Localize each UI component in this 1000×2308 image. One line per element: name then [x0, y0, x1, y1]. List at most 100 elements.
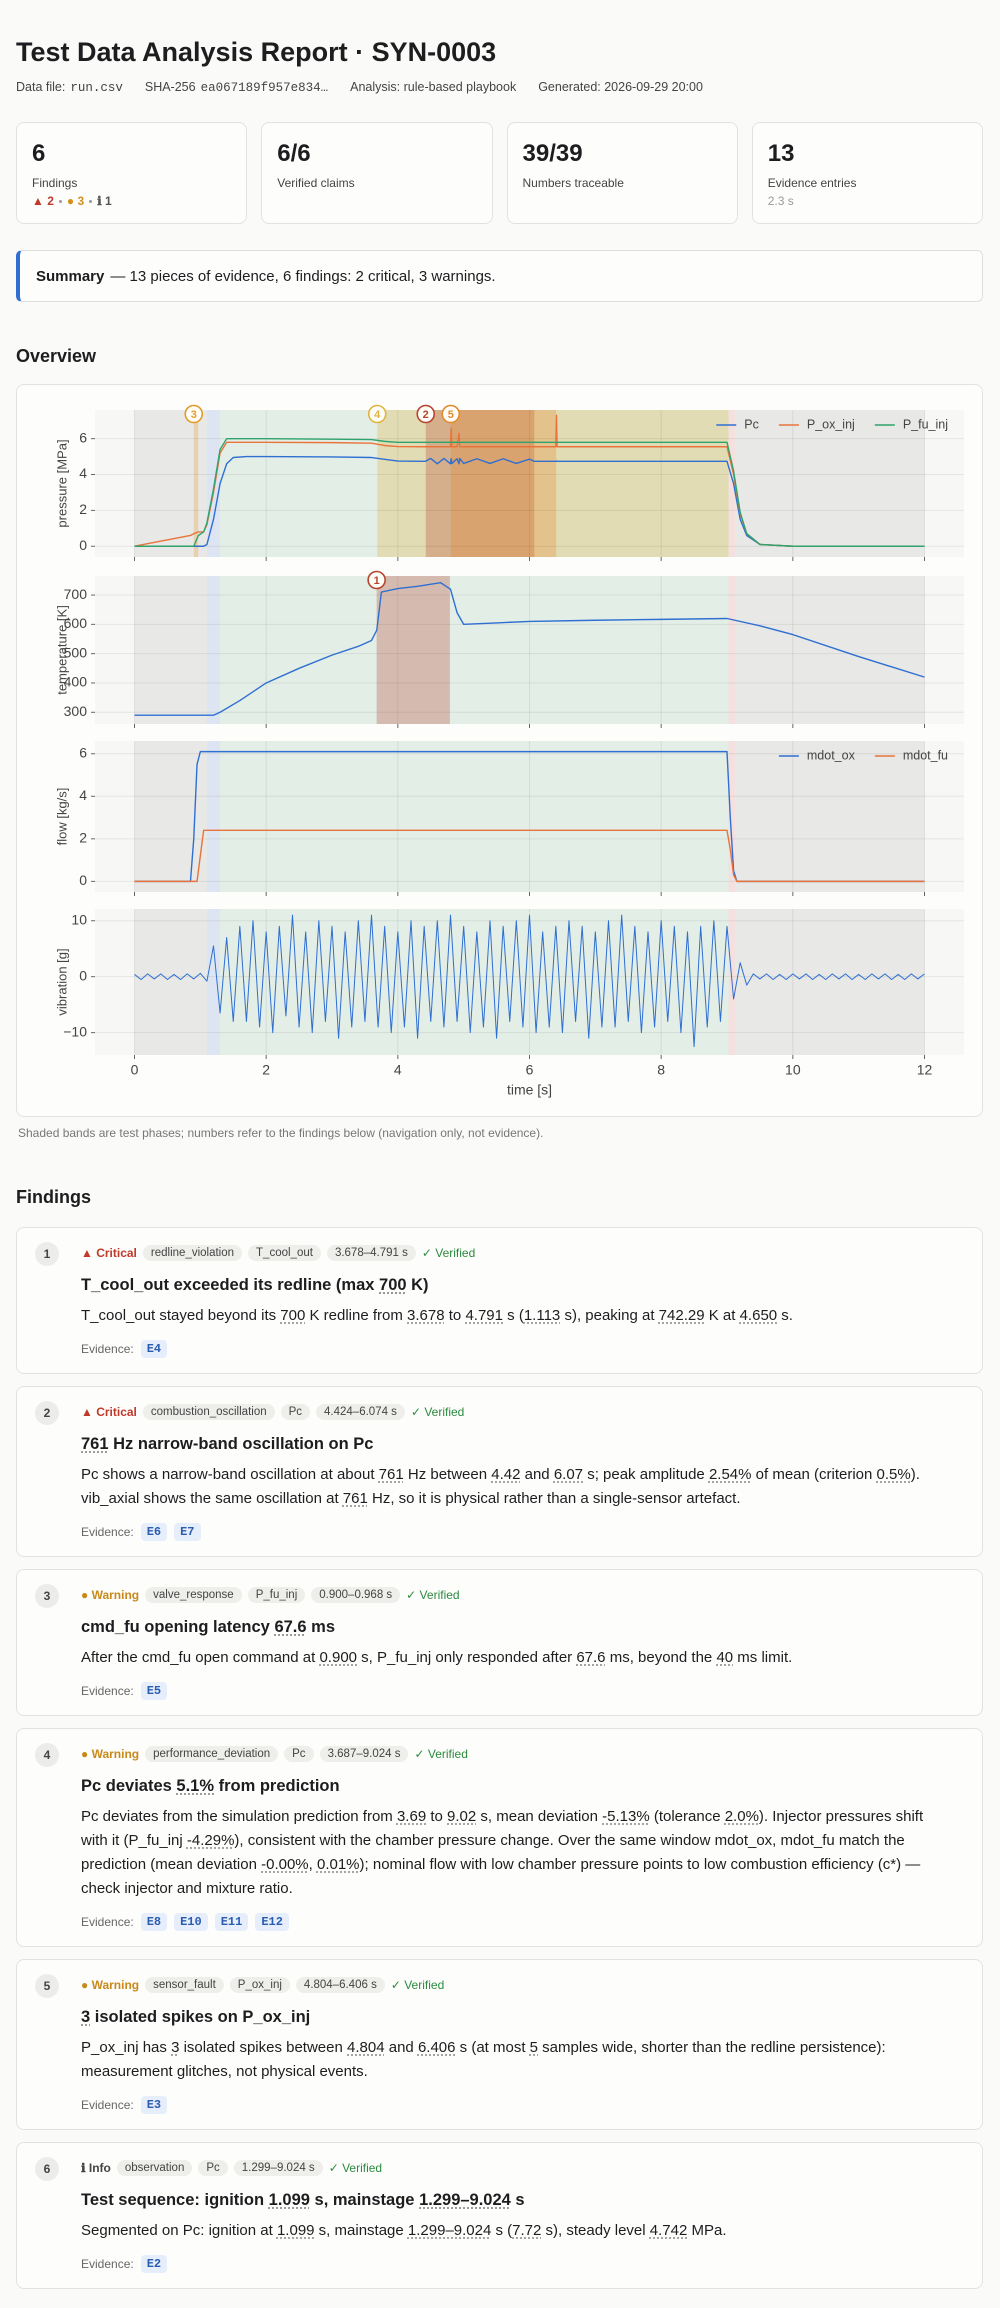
number-ref: 40	[716, 1649, 734, 1666]
number-ref: 4.791	[465, 1307, 503, 1324]
tag: 3.678–4.791 s	[326, 1245, 416, 1261]
evidence-row: Evidence: E6 E7	[81, 1521, 946, 1543]
severity: ℹ Info	[81, 2161, 111, 2175]
phase-band	[728, 410, 736, 557]
text-segment: After the cmd_fu open command at	[81, 1649, 320, 1666]
phase-band	[735, 410, 925, 557]
evidence-link[interactable]: E8	[140, 1913, 168, 1931]
y-axis-label: pressure [MPa]	[54, 439, 69, 527]
verified: ✓ Verified	[390, 1978, 445, 1992]
stat-card: 39/39 Numbers traceable	[506, 122, 738, 224]
finding-title: Test sequence: ignition 1.099 s, mainsta…	[81, 2189, 946, 2211]
phase-band	[220, 741, 729, 892]
number-ref: 761	[342, 1490, 368, 1507]
number-ref: 2.54%	[708, 1466, 752, 1483]
evidence-link[interactable]: E3	[140, 2096, 168, 2114]
evidence-link[interactable]: E11	[214, 1913, 249, 1931]
summary-text: — 13 pieces of evidence, 6 findings: 2 c…	[110, 267, 496, 285]
finding-band	[450, 410, 557, 557]
finding-title: 3 isolated spikes on P_ox_inj	[81, 2006, 946, 2028]
text-segment: isolated spikes between	[179, 2039, 348, 2056]
evidence-link[interactable]: E6	[140, 1523, 168, 1541]
severity: ▲ Critical	[81, 1246, 137, 1260]
meta-label: Data file:	[16, 80, 66, 94]
text-segment: ), consistent with the chamber pressure …	[81, 1832, 905, 1873]
evidence-link[interactable]: E7	[174, 1523, 201, 1541]
text-segment: s (	[491, 2222, 513, 2239]
finding-number: 3	[35, 1584, 59, 1608]
finding-card: 5 ● Warning sensor_fault P_ox_inj 4.804–6.40…	[16, 1959, 983, 2130]
evidence-link[interactable]: E12	[255, 1913, 289, 1931]
series-line	[134, 750, 925, 883]
finding-marker	[441, 404, 461, 424]
text-segment: ms, beyond the	[605, 1649, 717, 1666]
number-ref: 3.69	[396, 1808, 427, 1825]
x-tick-label: 6	[526, 1062, 534, 1078]
number-ref: 761	[378, 1466, 404, 1483]
y-tick-label: 2	[79, 830, 87, 846]
finding-band	[377, 410, 729, 557]
text-segment: Hz between	[403, 1466, 492, 1483]
text-segment: s, mainstage	[314, 2222, 408, 2239]
number-ref: -5.13%	[602, 1808, 650, 1825]
number-ref: -0.00%	[261, 1856, 309, 1873]
tag: performance_deviation	[145, 1746, 279, 1762]
stat-card: 6/6 Verified claims	[261, 122, 493, 224]
meta-label: SHA-256	[144, 80, 196, 94]
evidence-row: Evidence: E3	[81, 2094, 946, 2116]
finding-body: Pc shows a narrow-band oscillation at ab…	[81, 1463, 946, 1511]
severity: ● Warning	[81, 1747, 140, 1761]
meta-item: Analysis: rule-based playbook	[350, 80, 516, 95]
text-segment: ,	[308, 1856, 317, 1873]
tag: 4.424–6.074 s	[316, 1404, 405, 1420]
finding-title: Pc deviates 5.1% from prediction	[81, 1775, 946, 1797]
evidence-link[interactable]: E10	[174, 1913, 208, 1931]
series-line	[134, 914, 925, 1048]
tag: 3.687–9.024 s	[319, 1746, 409, 1762]
meta-label: Generated: 2026-09-29 20:00	[538, 80, 703, 94]
evidence-link[interactable]: E2	[140, 2255, 168, 2273]
text-segment: MPa.	[687, 2222, 727, 2239]
text-segment: T_cool_out stayed beyond its	[81, 1307, 281, 1324]
finding-title: cmd_fu opening latency 67.6 ms	[81, 1616, 946, 1638]
number-ref: 1.113	[523, 1307, 561, 1324]
text-segment: Pc deviates	[81, 1777, 177, 1795]
y-axis-label: temperature [K]	[54, 605, 69, 695]
stat-card: 13 Evidence entries 2.3 s	[751, 122, 983, 224]
legend-label: P_fu_inj	[903, 417, 948, 431]
tag: P_fu_inj	[247, 1587, 306, 1603]
chart-caption: Shaded bands are test phases; numbers re…	[18, 1126, 544, 1140]
evidence-row: Evidence: E8 E10 E11 E12	[81, 1911, 946, 1933]
number-ref: 1.099	[268, 2191, 310, 2209]
number-ref: 9.02	[447, 1808, 477, 1825]
separator	[89, 199, 93, 203]
number-ref: 4.42	[491, 1466, 521, 1483]
meta-item: SHA-256 ea067189f957e834…	[145, 80, 328, 95]
summary: Summary — 13 pieces of evidence, 6 findin…	[16, 250, 983, 302]
finding-body: T_cool_out stayed beyond its 700 K redli…	[81, 1304, 946, 1328]
tag: 1.299–9.024 s	[233, 2160, 323, 2176]
evidence-row: Evidence: E4	[81, 1338, 946, 1360]
y-tick-label: 300	[64, 703, 88, 719]
legend-label: mdot_fu	[903, 748, 948, 762]
stat-label: Findings	[32, 176, 78, 190]
evidence-link[interactable]: E5	[140, 1682, 168, 1700]
text-segment: isolated spikes on P_ox_inj	[90, 2008, 311, 2026]
evidence-row: Evidence: E2	[81, 2253, 946, 2275]
verified: ✓ Verified	[328, 2161, 383, 2175]
finding-meta: ▲ Critical combustion_oscillation Pc 4.424–…	[81, 1401, 946, 1423]
evidence-label: Evidence:	[81, 1342, 134, 1356]
number-ref: 1.299–9.024	[419, 2191, 511, 2209]
tag: Pc	[198, 2160, 228, 2176]
stat-label: Numbers traceable	[522, 176, 624, 190]
finding-marker	[416, 404, 436, 424]
number-ref: 3.678	[407, 1307, 445, 1324]
evidence-label: Evidence:	[81, 2257, 134, 2271]
tag: Pc	[280, 1404, 311, 1420]
phase-band	[134, 410, 207, 557]
summary-lead: Summary	[36, 267, 105, 285]
stat-value: 6/6	[277, 140, 311, 167]
evidence-link[interactable]: E4	[140, 1340, 168, 1358]
finding-meta: ℹ Info observation Pc 1.299–9.024 s ✓ Verifi…	[81, 2157, 946, 2179]
text-segment: Pc deviates from the simulation predicti…	[81, 1808, 397, 1825]
